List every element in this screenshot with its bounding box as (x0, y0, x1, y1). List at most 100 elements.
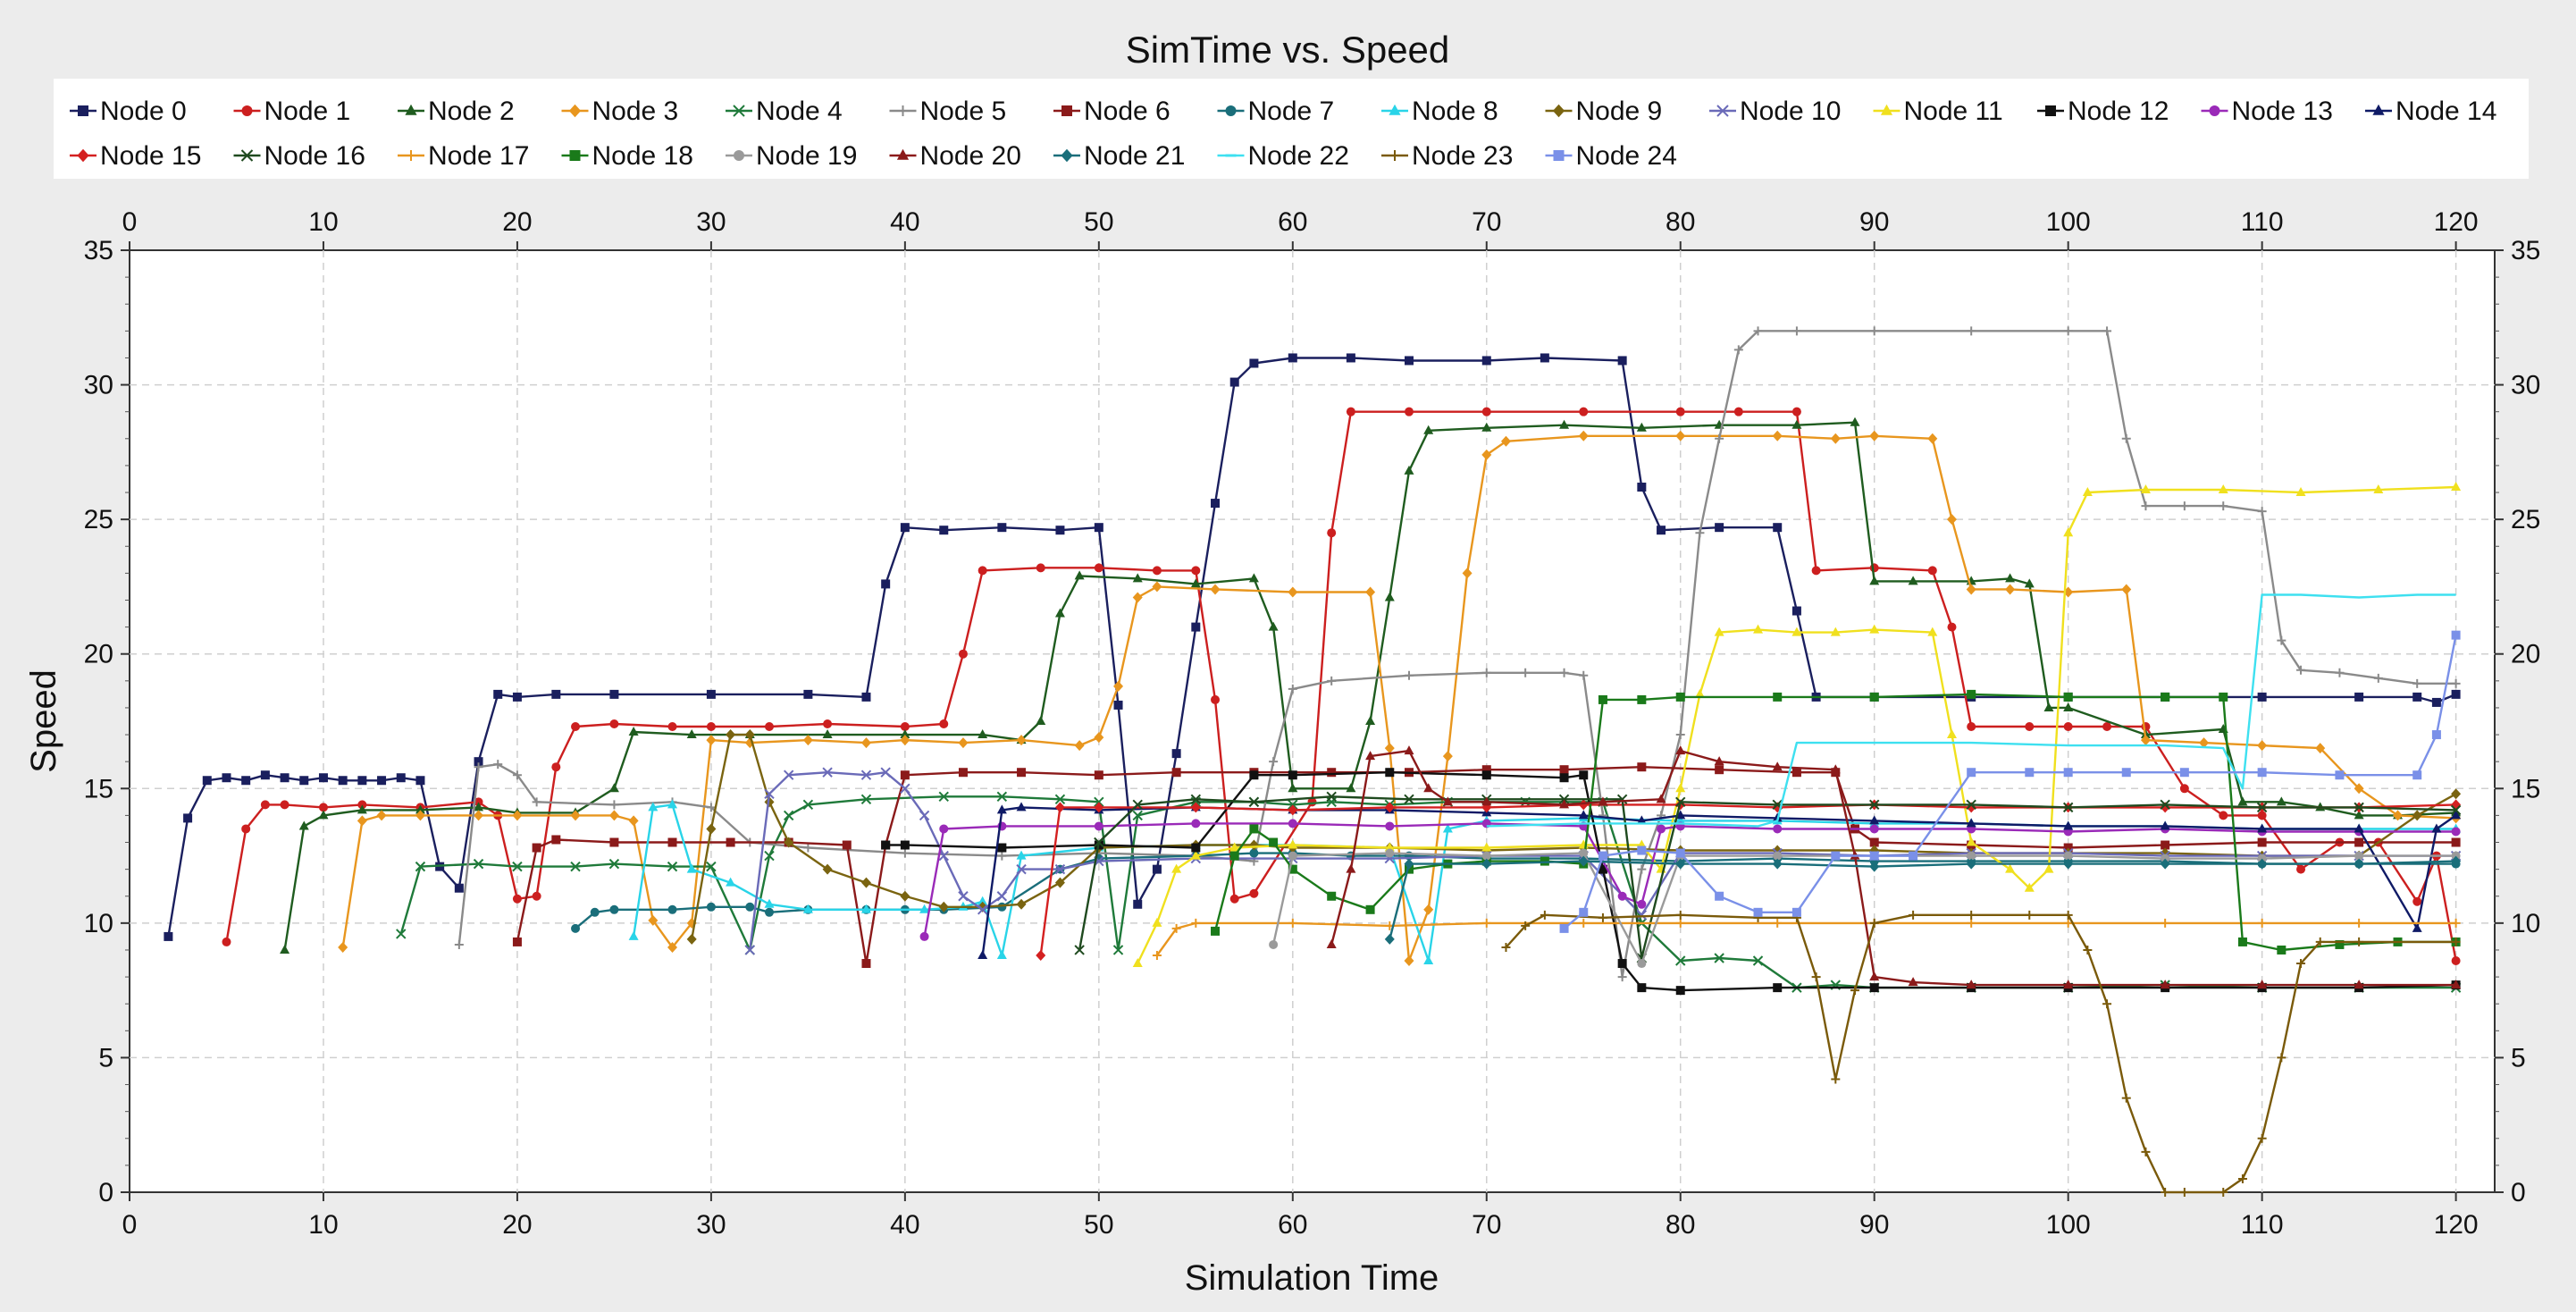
data-point (1074, 945, 1085, 955)
data-point (2199, 737, 2210, 749)
data-point (1831, 851, 1841, 861)
data-point (2024, 882, 2035, 892)
data-point (1171, 768, 1181, 778)
data-point (1288, 804, 1298, 816)
data-point (280, 773, 289, 783)
data-point (744, 945, 756, 955)
x-tick-label-top: 20 (502, 207, 532, 237)
data-point (1694, 688, 1705, 698)
data-point (1016, 850, 1027, 860)
data-point (1598, 913, 1607, 922)
data-point (1540, 856, 1549, 866)
data-point (571, 722, 581, 732)
data-point (823, 719, 833, 729)
data-point (2160, 820, 2170, 830)
data-point (997, 902, 1007, 912)
data-point (1481, 842, 1492, 852)
data-point (1675, 430, 1686, 442)
y-tick-label-left: 0 (98, 1178, 113, 1207)
data-point (1869, 815, 1880, 825)
legend-marker (569, 150, 581, 161)
data-point (2082, 487, 2093, 497)
data-point (1675, 730, 1685, 740)
data-point (512, 894, 522, 904)
legend-item-node-6: Node 6 (1053, 97, 1171, 126)
data-point (2451, 956, 2461, 966)
data-point (1966, 858, 1976, 870)
axis-ticks: 0010102020303040405050606070708080909010… (84, 207, 2541, 1240)
data-point (1288, 770, 1297, 780)
data-point (667, 799, 678, 809)
data-point (2140, 735, 2151, 746)
data-point (1714, 953, 1724, 963)
data-point (1869, 576, 1880, 585)
x-tick-label-bottom: 40 (890, 1210, 919, 1240)
data-point (802, 799, 814, 811)
data-point (1442, 751, 1453, 762)
data-point (1501, 942, 1511, 952)
data-point (1327, 891, 1337, 901)
data-point (222, 773, 231, 783)
data-point (997, 523, 1007, 533)
data-point (996, 891, 1008, 902)
data-point (939, 719, 949, 729)
data-point (2354, 937, 2364, 946)
legend-item-node-19: Node 19 (726, 141, 857, 171)
data-point (2277, 945, 2287, 955)
data-point (1481, 407, 1491, 416)
data-point (1617, 891, 1627, 901)
data-point (2257, 823, 2268, 833)
data-point (919, 810, 930, 821)
data-point (2295, 487, 2306, 497)
data-point (726, 877, 736, 887)
data-point (1830, 764, 1841, 774)
data-point (2160, 980, 2170, 989)
data-point (628, 727, 639, 736)
data-point (2141, 1147, 2151, 1156)
data-point (1327, 528, 1337, 538)
data-point (396, 929, 407, 939)
series-line-node-17 (1155, 921, 2456, 956)
data-point (512, 692, 522, 702)
data-point (2121, 433, 2131, 443)
data-point (2219, 1188, 2228, 1197)
y-axis-label: Speed (24, 669, 63, 773)
data-point (2063, 527, 2074, 537)
data-point (1113, 680, 1124, 692)
data-point (2219, 501, 2228, 511)
data-point (1016, 898, 1027, 910)
data-point (2315, 743, 2326, 754)
data-point (1210, 584, 1221, 595)
data-point (744, 729, 755, 741)
data-point (1675, 986, 1685, 996)
data-point (686, 729, 697, 739)
y-tick-label-right: 25 (2511, 505, 2540, 534)
data-point (2354, 837, 2364, 847)
data-point (900, 783, 910, 794)
data-point (1675, 745, 1686, 755)
data-point (415, 804, 425, 814)
data-point (2043, 863, 2054, 873)
data-point (2121, 768, 2131, 778)
data-point (415, 861, 426, 872)
data-point (2451, 788, 2462, 800)
legend-label: Node 15 (100, 141, 201, 171)
data-point (706, 689, 716, 699)
data-point (1054, 608, 1065, 618)
x-tick-label-bottom: 70 (1472, 1210, 1501, 1240)
data-point (1074, 570, 1085, 580)
legend-item-node-9: Node 9 (1545, 97, 1662, 126)
data-point (1967, 722, 1976, 732)
data-point (2179, 784, 2189, 794)
data-point (1133, 899, 1143, 909)
data-point (474, 810, 484, 821)
data-point (1481, 765, 1491, 775)
data-point (1326, 791, 1337, 803)
data-point (978, 896, 988, 905)
y-tick-label-left: 25 (84, 505, 113, 534)
data-point (2102, 326, 2112, 336)
data-point (2161, 840, 2170, 850)
data-point (1248, 796, 1260, 808)
data-point (2063, 918, 2073, 928)
